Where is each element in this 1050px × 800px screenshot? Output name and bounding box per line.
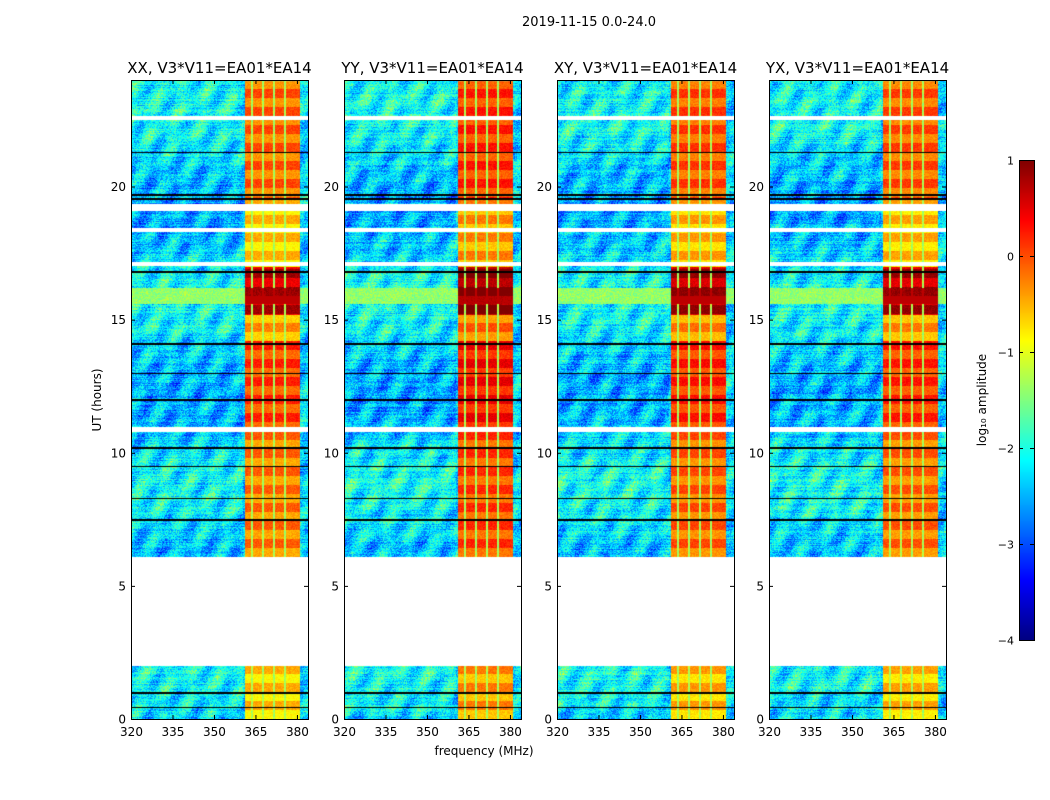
x-tick-label: 350 [203,725,226,739]
colorbar [1019,160,1034,640]
panel-title: XX, V3*V11=EA01*EA14 [127,59,311,77]
x-tick-label: 380 [924,725,947,739]
x-tick-label: 335 [162,725,185,739]
y-tick-label: 20 [749,180,764,194]
y-tick-label: 20 [324,180,339,194]
panel-title: YX, V3*V11=EA01*EA14 [765,59,949,77]
y-tick-label: 10 [537,446,552,460]
x-tick-label: 365 [458,725,481,739]
colorbar-tick-label: −4 [998,635,1014,648]
x-tick-label: 335 [375,725,398,739]
panel-frame [131,80,309,720]
y-tick-label: 10 [749,446,764,460]
colorbar-tick-label: −3 [998,539,1014,552]
x-tick-label: 365 [671,725,694,739]
y-tick-label: 15 [537,313,552,327]
x-tick-label: 380 [499,725,522,739]
y-tick-label: 20 [537,180,552,194]
panel-title: YY, V3*V11=EA01*EA14 [340,59,523,77]
y-tick-label: 5 [118,579,126,593]
colorbar-tick-label: −1 [998,347,1014,360]
spectrogram-panel-3 [557,80,734,719]
y-tick-label: 0 [118,713,126,727]
panel-frame [557,80,735,720]
y-tick-label: 0 [756,713,764,727]
spectrogram-panel-4 [769,80,946,719]
y-tick-label: 15 [749,313,764,327]
x-tick-label: 335 [800,725,823,739]
x-tick-label: 350 [841,725,864,739]
x-axis-label: frequency (MHz) [434,744,533,758]
y-tick-label: 10 [111,446,126,460]
x-tick-label: 365 [883,725,906,739]
y-tick-label: 5 [756,579,764,593]
y-tick-label: 0 [331,713,339,727]
figure-title: 2019-11-15 0.0-24.0 [522,15,656,30]
colorbar-tick-label: −2 [998,443,1014,456]
colorbar-label: log₁₀ amplitude [975,354,989,446]
y-tick-label: 15 [324,313,339,327]
spectrogram-panel-1 [131,80,308,719]
spectrogram-panel-2 [344,80,521,719]
x-tick-label: 320 [120,725,143,739]
y-tick-label: 10 [324,446,339,460]
colorbar-tick-label: 1 [1007,155,1014,168]
y-tick-label: 5 [544,579,552,593]
x-tick-label: 350 [629,725,652,739]
x-tick-label: 365 [245,725,268,739]
y-tick-label: 20 [111,180,126,194]
colorbar-tick-label: 0 [1007,251,1014,264]
panel-frame [769,80,947,720]
colorbar-frame [1019,160,1035,641]
y-tick-label: 0 [544,713,552,727]
x-tick-label: 320 [546,725,569,739]
x-tick-label: 320 [333,725,356,739]
x-tick-label: 335 [588,725,611,739]
y-axis-label: UT (hours) [90,368,104,431]
x-tick-label: 320 [758,725,781,739]
x-tick-label: 350 [416,725,439,739]
x-tick-label: 380 [712,725,735,739]
y-tick-label: 5 [331,579,339,593]
x-tick-label: 380 [286,725,309,739]
panel-title: XY, V3*V11=EA01*EA14 [554,59,737,77]
y-tick-label: 15 [111,313,126,327]
panel-frame [344,80,522,720]
